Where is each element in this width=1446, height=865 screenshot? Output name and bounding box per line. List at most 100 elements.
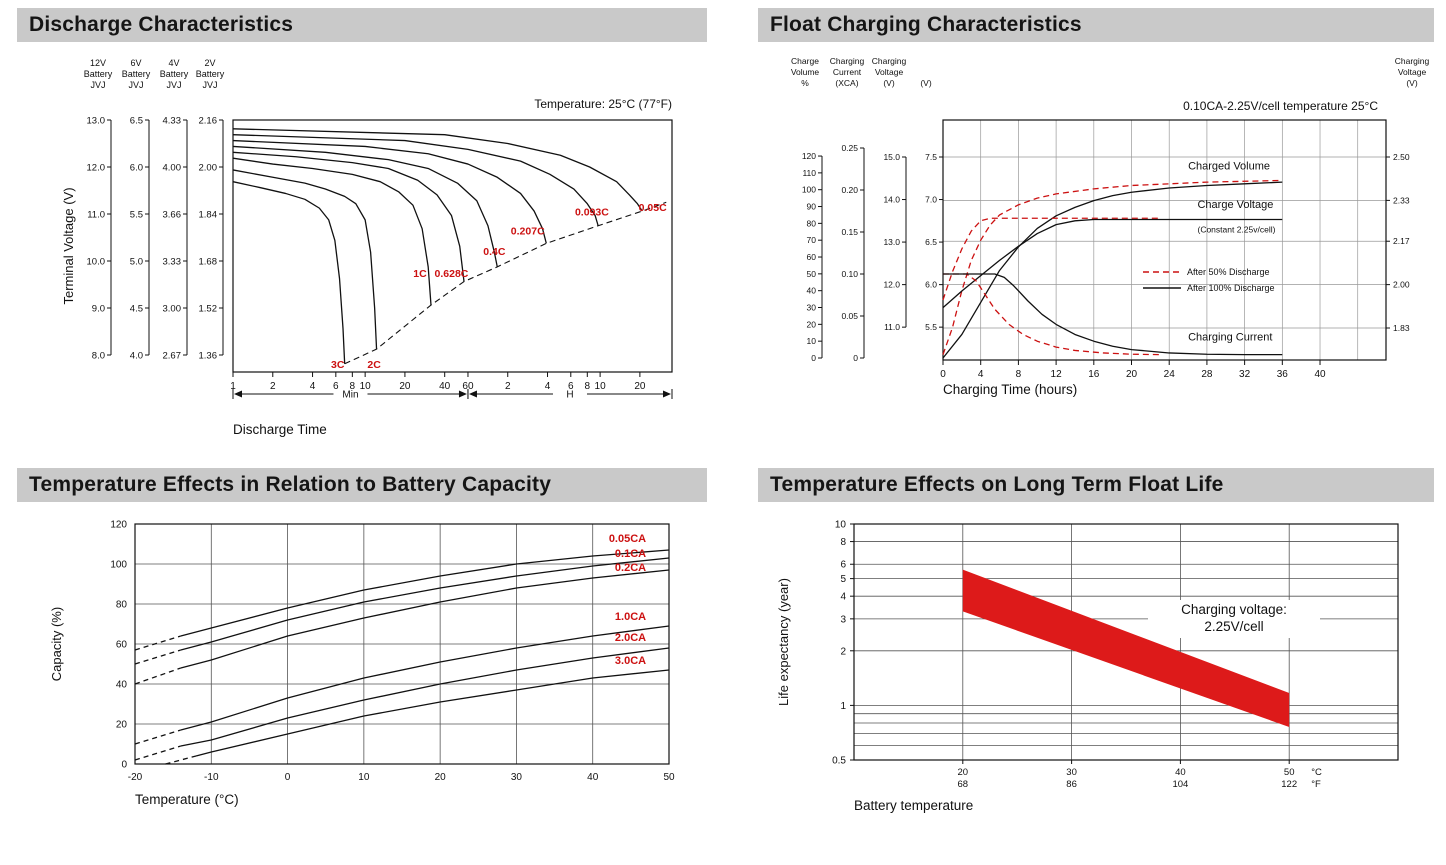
scale-tick-label: 2.00: [1393, 280, 1410, 290]
scale-tick-label: 15.0: [883, 152, 900, 162]
curve-2C: [232, 169, 378, 350]
scale-header: Voltage: [1398, 67, 1427, 77]
x-tick-label: 12: [1051, 369, 1063, 380]
x-tick-label: 10: [595, 381, 607, 392]
scale-tick-label: 2.67: [163, 351, 182, 362]
x-tick-label-celsius: 30: [1066, 767, 1077, 778]
scale-tick-label: 7.5: [925, 152, 937, 162]
scale-header: Charge: [791, 56, 819, 66]
curve-charge-voltage-100: [942, 218, 1283, 309]
y-tick-label: 100: [110, 560, 127, 571]
scale-tick-label: 3.00: [163, 304, 182, 315]
curve-1.0CA: [180, 625, 670, 731]
arrowhead-right: [663, 390, 671, 398]
scale-tick-label: 6.5: [130, 116, 143, 127]
scale-tick-label: 12.0: [883, 280, 900, 290]
x-tick-label: 2: [270, 381, 276, 392]
y-tick-label: 1: [840, 701, 846, 712]
panel-title-temperature-capacity: Temperature Effects in Relation to Batte…: [17, 468, 707, 502]
scale-tick-label: 90: [807, 202, 817, 212]
curve-label-1.0CA: 1.0CA: [615, 611, 646, 623]
scale-tick-label: 50: [807, 269, 817, 279]
curve-label-0.4C: 0.4C: [483, 246, 506, 258]
curve-label-2.0CA: 2.0CA: [615, 632, 646, 644]
scale-tick-label: 0.05: [841, 311, 858, 321]
scale-tick-label: 0: [853, 353, 858, 363]
scale-header: (V): [920, 78, 932, 88]
y-tick-label: 5: [840, 574, 846, 585]
scale-tick-label: 3.33: [163, 257, 182, 268]
curve-0.1CA: [180, 557, 670, 651]
scale-tick-label: 0.25: [841, 143, 858, 153]
curve-2.0CA: [180, 647, 670, 747]
curve-pre-0.2CA: [134, 667, 181, 685]
scale-tick-label: 10: [807, 336, 817, 346]
x-tick-label: 28: [1201, 369, 1213, 380]
y-tick-label: 4: [840, 592, 846, 603]
float-charging-chart: 0102030405060708090100110120ChargeVolume…: [791, 56, 1430, 397]
scale-header: Charging: [830, 56, 865, 66]
x-tick-label: 4: [545, 381, 551, 392]
legend-label: After 50% Discharge: [1187, 267, 1270, 277]
scale-tick-label: 0.20: [841, 185, 858, 195]
scale-header: JVJ: [128, 80, 143, 90]
curve-0.2CA: [180, 569, 670, 669]
x-tick-label: 6: [568, 381, 574, 392]
scale-header: (XCA): [835, 78, 858, 88]
cutoff-voltage-line: [344, 201, 667, 365]
x-tick-label: 4: [310, 381, 316, 392]
scale-tick-label: 10.0: [87, 257, 106, 268]
x-tick-label: 10: [360, 381, 372, 392]
scale-tick-label: 8.0: [92, 351, 105, 362]
panel-title-discharge: Discharge Characteristics: [17, 8, 707, 42]
x-tick-label: 1: [230, 381, 236, 392]
x-tick-label: 8: [350, 381, 356, 392]
annotation-text: Charging voltage:: [1181, 602, 1287, 617]
curve-label: Charge Voltage: [1197, 199, 1273, 211]
scale-tick-label: 5.5: [130, 210, 143, 221]
curve-label: Charging Current: [1188, 331, 1272, 343]
x-unit-label: Min: [342, 390, 358, 401]
curve-0.093C: [232, 134, 599, 226]
float-life-band: [962, 569, 1290, 728]
y-tick-label: 20: [116, 720, 128, 731]
curve-0.207C: [232, 139, 547, 244]
scale-header: JVJ: [202, 80, 217, 90]
scale-header: (V): [883, 78, 895, 88]
x-axis-title: Battery temperature: [854, 798, 973, 813]
scale-tick-label: 6.0: [925, 280, 937, 290]
x-tick-label: 10: [358, 772, 370, 783]
panel-float-life: Temperature Effects on Long Term Float L…: [758, 468, 1434, 852]
scale-tick-label: 5.5: [925, 322, 937, 332]
scale-tick-label: 100: [802, 185, 816, 195]
curve-label: Charged Volume: [1188, 161, 1270, 173]
x-tick-label-fahrenheit: 122: [1281, 779, 1297, 790]
scale-tick-label: 2.16: [199, 116, 218, 127]
scale-tick-label: 2.33: [1393, 195, 1410, 205]
curve-0.05C: [232, 128, 643, 212]
scale-tick-label: 30: [807, 303, 817, 313]
scale-tick-label: 4.0: [130, 351, 143, 362]
scale-header: Voltage: [875, 67, 904, 77]
x-tick-label: 20: [435, 772, 447, 783]
curve-label-0.1CA: 0.1CA: [615, 548, 646, 560]
curve-charging-current-50: [943, 273, 1160, 356]
x-tick-label-fahrenheit: 68: [958, 779, 969, 790]
scale-header: 2V: [204, 58, 215, 68]
x-tick-label: 30: [511, 772, 523, 783]
scale-tick-label: 6.5: [925, 237, 937, 247]
scale-tick-label: 14.0: [883, 195, 900, 205]
scale-tick-label: 120: [802, 151, 816, 161]
y-tick-label: 3: [840, 614, 846, 625]
y-tick-label: 60: [116, 640, 128, 651]
x-tick-label: 8: [1016, 369, 1022, 380]
arrowhead-left: [234, 390, 242, 398]
scale-tick-label: 80: [807, 218, 817, 228]
curve-label-0.05C: 0.05C: [639, 202, 667, 214]
curve-1C: [232, 157, 432, 306]
scale-tick-label: 1.52: [199, 304, 218, 315]
x-tick-label: 60: [462, 381, 474, 392]
curve-label-3C: 3C: [331, 359, 345, 371]
curve-3.0CA: [195, 669, 670, 757]
